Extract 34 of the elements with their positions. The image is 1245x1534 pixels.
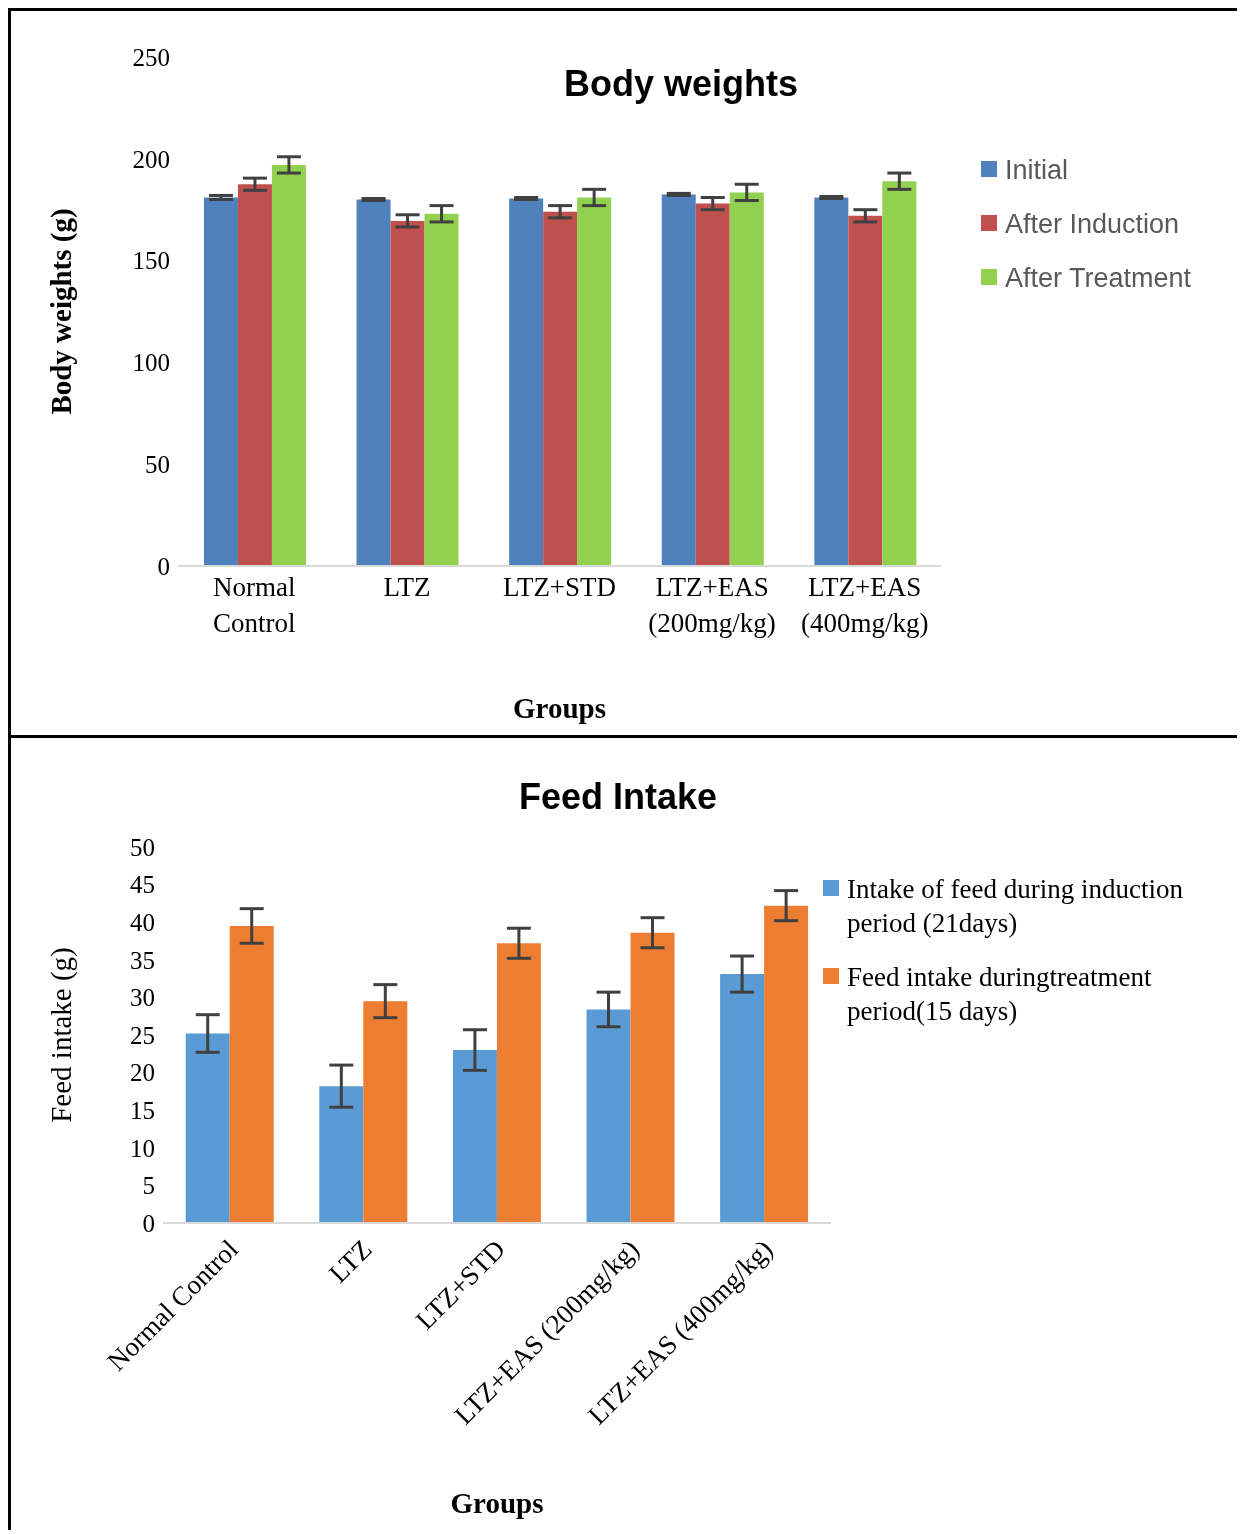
y-tick-label: 45 bbox=[130, 871, 155, 899]
y-tick-label: 10 bbox=[130, 1134, 155, 1162]
x-tick-label: LTZ bbox=[323, 1233, 378, 1289]
legend-label: After Treatment bbox=[1005, 262, 1192, 295]
x-tick-label: LTZ+STD bbox=[502, 572, 617, 602]
legend-label: Feed intake duringtreatment period(15 days) bbox=[847, 961, 1153, 1028]
y-tick-label: 150 bbox=[132, 247, 170, 275]
y-tick-label: 20 bbox=[130, 1059, 155, 1087]
y-tick-label: 30 bbox=[130, 984, 155, 1012]
y-tick-label: 5 bbox=[142, 1172, 155, 1200]
legend-label: After Induction bbox=[1005, 208, 1180, 241]
y-tick-label: 40 bbox=[130, 909, 155, 937]
y-tick-label: 50 bbox=[145, 451, 170, 479]
x-tick-label: Normal Control bbox=[213, 572, 296, 638]
x-tick-label: LTZ bbox=[383, 572, 431, 602]
y-tick-label: 35 bbox=[130, 946, 155, 974]
x-axis-title: Groups bbox=[450, 1487, 544, 1519]
y-tick-label: 0 bbox=[157, 552, 170, 580]
y-tick-label: 15 bbox=[130, 1097, 155, 1125]
x-tick-label: LTZ+EAS (200mg/kg) bbox=[648, 572, 776, 638]
x-axis-title: Groups bbox=[513, 692, 606, 724]
y-tick-label: 100 bbox=[132, 349, 170, 377]
y-tick-label: 50 bbox=[130, 833, 155, 861]
y-tick-label: 250 bbox=[132, 43, 170, 71]
x-tick-label: LTZ+EAS (400mg/kg) bbox=[800, 572, 929, 638]
legend-label: Initial bbox=[1005, 154, 1069, 187]
chart-title: Feed Intake bbox=[517, 776, 719, 818]
y-axis-title: Feed intake (g) bbox=[45, 947, 79, 1123]
y-tick-label: 200 bbox=[132, 145, 170, 173]
chart-title: Body weights bbox=[563, 63, 799, 105]
y-tick-label: 0 bbox=[142, 1209, 155, 1237]
y-axis-title: Body weights (g) bbox=[45, 208, 79, 415]
y-tick-label: 25 bbox=[130, 1021, 155, 1049]
legend-label: Intake of feed during induction period (21days) bbox=[847, 873, 1184, 940]
